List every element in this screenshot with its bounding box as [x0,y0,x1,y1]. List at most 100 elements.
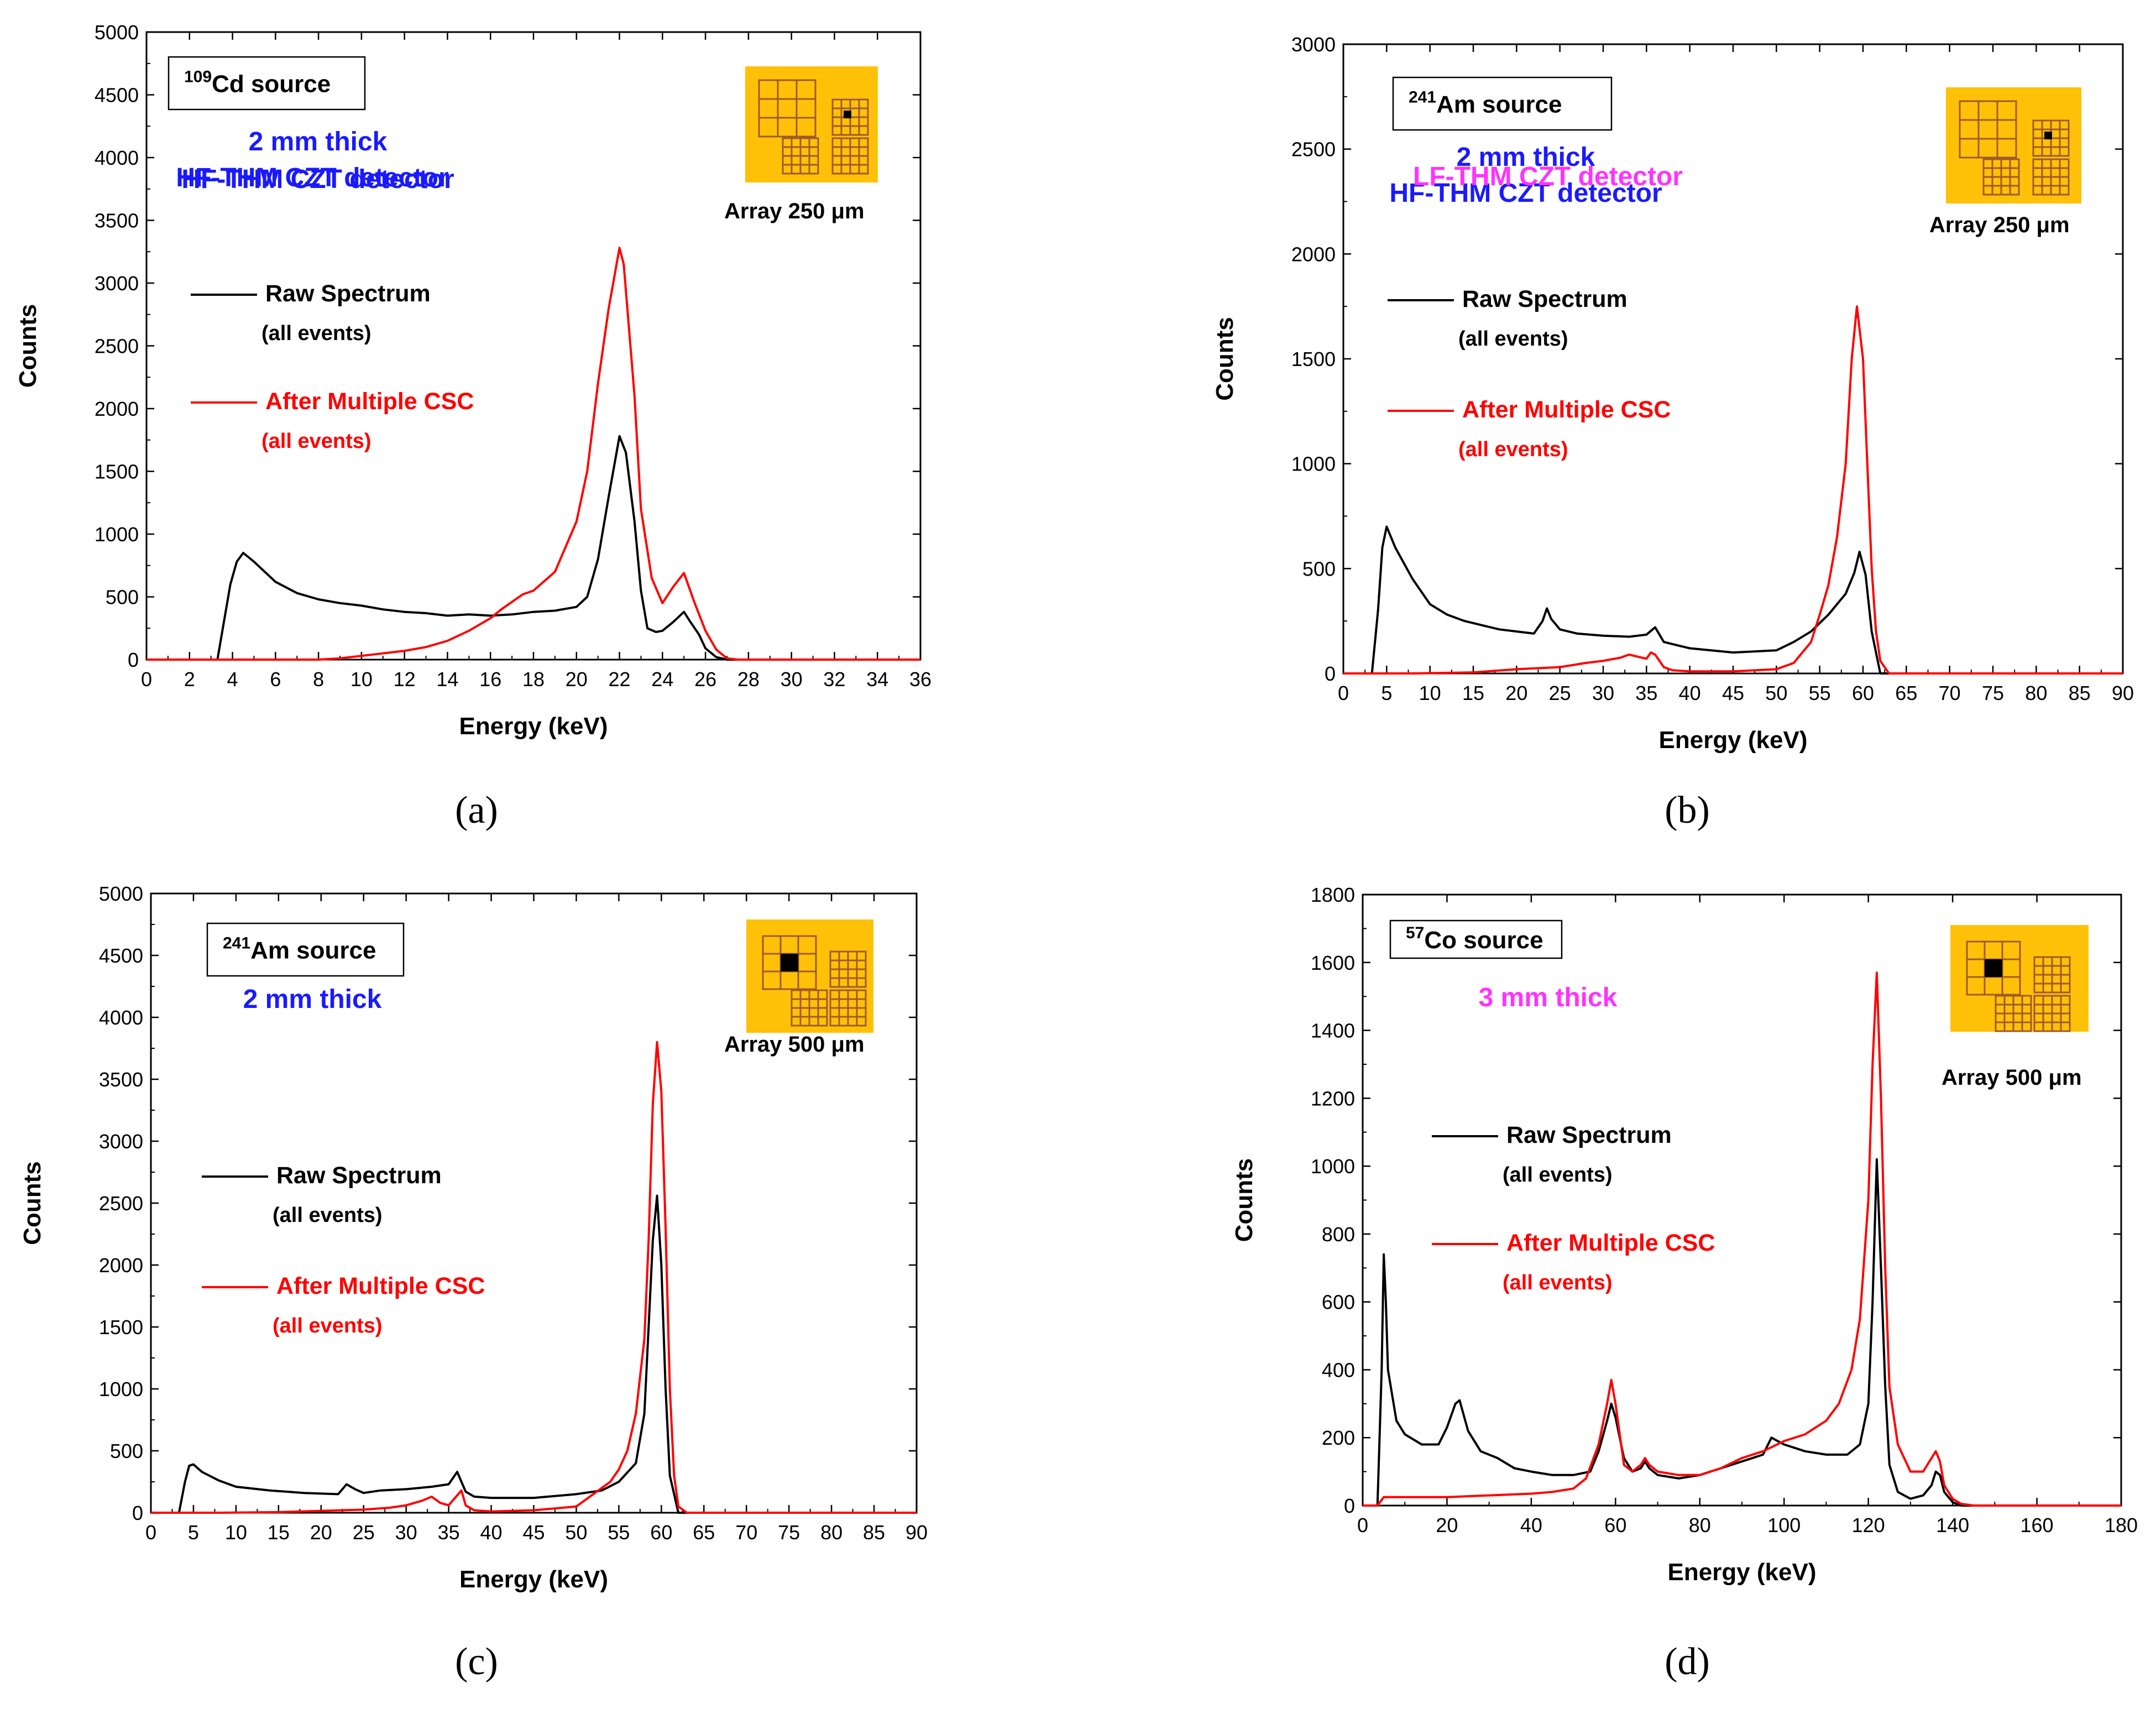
y-tick-label: 5000 [95,21,139,44]
x-tick-label: 75 [1982,682,2004,704]
x-tick-label: 30 [781,668,803,691]
y-tick-label: 4500 [95,84,139,107]
x-tick-label: 80 [1689,1514,1711,1537]
source-label: 241Am source [1409,88,1562,118]
source-label: 109Cd source [184,68,331,98]
y-tick-label: 800 [1322,1223,1355,1246]
legend-csc-label: After Multiple CSC [1462,396,1671,423]
legend-csc-sub: (all events) [1503,1271,1613,1294]
y-tick-label: 500 [106,586,139,609]
y-tick-label: 0 [128,649,139,671]
source-name: Cd source [212,71,331,98]
source-label-box [168,56,366,111]
x-tick-label: 0 [145,1521,156,1544]
selected-pixel [844,111,851,118]
legend-raw-label: Raw Spectrum [1506,1122,1672,1148]
x-tick-label: 32 [823,668,845,691]
source-label-box [1392,76,1613,131]
source-name: Am source [1436,91,1562,118]
y-tick-label: 600 [1322,1291,1355,1314]
source-name: Am source [250,937,376,964]
detector-thickness: 3 mm thick [1479,983,1618,1012]
x-axis-title: Energy (keV) [1659,727,1808,754]
x-tick-label: 10 [1419,682,1441,704]
y-tick-label: 1000 [95,523,139,546]
series-raw-spectrum [151,1194,917,1514]
series-raw-spectrum [1343,525,2123,675]
y-tick-label: 1000 [99,1378,143,1401]
array-pitch-label: Array 250 μm [724,199,865,223]
x-axis-title: Energy (keV) [1668,1559,1817,1586]
pixel-array-badge [1950,925,2089,1032]
source-label: 241Am source [223,934,376,964]
x-tick-label: 140 [1936,1514,1969,1537]
x-tick-label: 24 [651,668,673,691]
x-tick-label: 70 [735,1521,757,1544]
x-tick-label: 85 [863,1521,885,1544]
x-tick-label: 20 [1436,1514,1458,1537]
x-tick-label: 60 [1852,682,1874,704]
source-name: Co source [1424,927,1543,954]
legend-csc-sub: (all events) [1458,438,1568,461]
series-after-multiple-csc [151,1041,917,1514]
panel-c: 0 5 10 15 20 25 30 35 40 45 50 55 60 65 70 75 80 85 900500… [19,163,928,1683]
panel-b: 0 5 10 15 20 25 30 35 40 45 50 55 60 65 70 75 80 85 90 0 500… [1211,33,2134,832]
detector-thickness: 2 mm thick [243,985,382,1014]
legend-csc-label: After Multiple CSC [276,1273,485,1299]
y-tick-label: 2500 [95,335,139,358]
legend-csc-sub: (all events) [273,1314,383,1337]
isotope-mass-number: 241 [223,934,250,953]
y-tick-label: 3500 [95,210,139,232]
panel-caption: (c) [455,1640,498,1683]
selected-pixel [1985,959,2002,977]
x-tick-label: 20 [1505,682,1527,704]
y-axis-title: Counts [1211,317,1238,401]
x-tick-label: 80 [820,1521,842,1544]
array-pitch-label: Array 250 μm [1929,213,2070,237]
x-tick-label: 25 [1549,682,1571,704]
y-tick-label: 4000 [95,147,139,169]
y-axis-title: Counts [14,304,41,388]
y-tick-label: 1500 [95,461,139,483]
x-tick-label: 65 [693,1521,715,1544]
x-axis-title: Energy (keV) [459,713,608,740]
y-tick-label: 1000 [1291,453,1336,475]
detector-type: LF-THM CZT detector [1413,162,1683,191]
y-axis-title: Counts [1231,1158,1258,1242]
x-tick-label: 22 [609,668,631,691]
y-tick-label: 0 [1344,1494,1355,1517]
legend-csc-sub: (all events) [261,430,371,453]
x-tick-label: 16 [479,668,501,691]
x-tick-label: 55 [608,1521,630,1544]
x-tick-label: 55 [1809,682,1831,704]
x-tick-label: 180 [2105,1514,2138,1537]
x-tick-label: 2 [184,668,195,691]
x-axis-title: Energy (keV) [459,1566,608,1593]
x-tick-label: 5 [188,1521,199,1544]
x-tick-label: 4 [227,668,238,691]
y-tick-label: 2000 [1291,243,1336,265]
pixel-array-badge [745,66,878,182]
source-label: 57Co source [1406,924,1543,954]
detector-thickness: 2 mm thick [249,127,388,156]
y-axis-title: Counts [19,1161,46,1245]
x-tick-label: 90 [2112,682,2134,704]
detector-type: HF-THM CZT detector [181,165,454,194]
x-tick-label: 25 [353,1521,375,1544]
selected-pixel [781,954,798,971]
y-tick-label: 4500 [99,944,143,967]
y-tick-label: 2500 [1291,138,1336,161]
x-tick-label: 70 [1939,682,1961,704]
x-tick-label: 30 [395,1521,417,1544]
y-tick-label: 400 [1322,1358,1355,1381]
selected-pixel [2044,132,2052,139]
legend-raw-label: Raw Spectrum [276,1162,442,1189]
panel-caption: (d) [1665,1640,1710,1683]
y-tick-label: 1000 [1311,1155,1355,1178]
x-tick-label: 45 [1722,682,1744,704]
source-label-box [206,922,405,977]
x-tick-label: 20 [566,668,588,691]
x-tick-label: 28 [737,668,760,691]
detector-type: HF-THM CZT detector [1389,179,1662,208]
x-tick-label: 8 [313,668,324,691]
